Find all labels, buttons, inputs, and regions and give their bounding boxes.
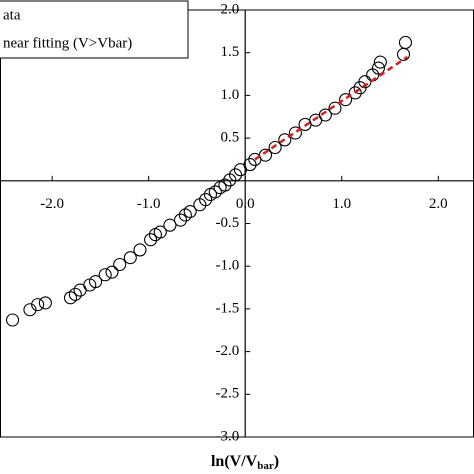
data-point	[38, 296, 52, 310]
data-point	[68, 287, 82, 301]
y-tick-label: 1.5	[220, 44, 239, 60]
data-point	[163, 218, 177, 232]
data-point	[373, 55, 387, 69]
y-tick-label: 1.0	[220, 87, 239, 103]
data-point	[183, 204, 197, 219]
data-point	[153, 225, 167, 239]
data-point	[218, 178, 232, 192]
data-point	[31, 298, 45, 312]
data-point	[123, 251, 137, 265]
y-tick-label: -2.0	[215, 343, 239, 359]
y-tick-label: 0.5	[220, 130, 239, 146]
data-point	[278, 133, 292, 147]
x-tick-label: 1.0	[332, 196, 351, 212]
data-point	[105, 265, 119, 279]
y-tick-label: -1.5	[215, 300, 239, 316]
data-point	[133, 243, 147, 257]
y-tick-label: -2.5	[215, 386, 239, 402]
legend-label: near fitting (V>Vbar)	[3, 35, 132, 51]
data-point	[89, 275, 103, 289]
x-label-end: )	[274, 453, 279, 470]
x-axis-label: ln(V/Vbar)	[211, 453, 279, 472]
fit-line	[254, 55, 409, 161]
legend-label: ata	[3, 7, 21, 23]
data-point	[288, 126, 302, 140]
data-point	[348, 86, 362, 100]
data-point	[173, 213, 188, 227]
data-point	[339, 93, 353, 107]
x-tick-label: -2.0	[40, 196, 64, 212]
y-tick-label: -0.5	[215, 215, 239, 231]
data-point	[371, 61, 385, 75]
data-point	[113, 257, 127, 272]
data-point	[398, 35, 413, 50]
data-point	[268, 140, 282, 155]
x-tick-label: 0.0	[236, 196, 255, 212]
data-point	[208, 185, 222, 199]
x-label-main: ln(V/V	[211, 453, 258, 470]
data-point	[144, 233, 158, 247]
y-tick-label: -1.0	[215, 258, 239, 274]
y-tick-label: 2.0	[220, 1, 239, 17]
x-tick-label: -1.0	[137, 196, 161, 212]
x-label-sub: bar	[257, 460, 274, 472]
data-point	[23, 303, 37, 317]
data-point	[258, 148, 273, 162]
data-point	[98, 268, 112, 282]
x-tick-label: 2.0	[429, 196, 448, 212]
data-point	[358, 75, 372, 89]
data-point	[229, 168, 243, 182]
data-point	[243, 158, 257, 172]
legend-box	[0, 0, 189, 59]
data-point	[199, 193, 213, 207]
data-point	[396, 47, 411, 61]
data-point	[5, 313, 20, 327]
data-point	[318, 108, 332, 122]
y-tick-label: -3.0	[215, 428, 239, 444]
